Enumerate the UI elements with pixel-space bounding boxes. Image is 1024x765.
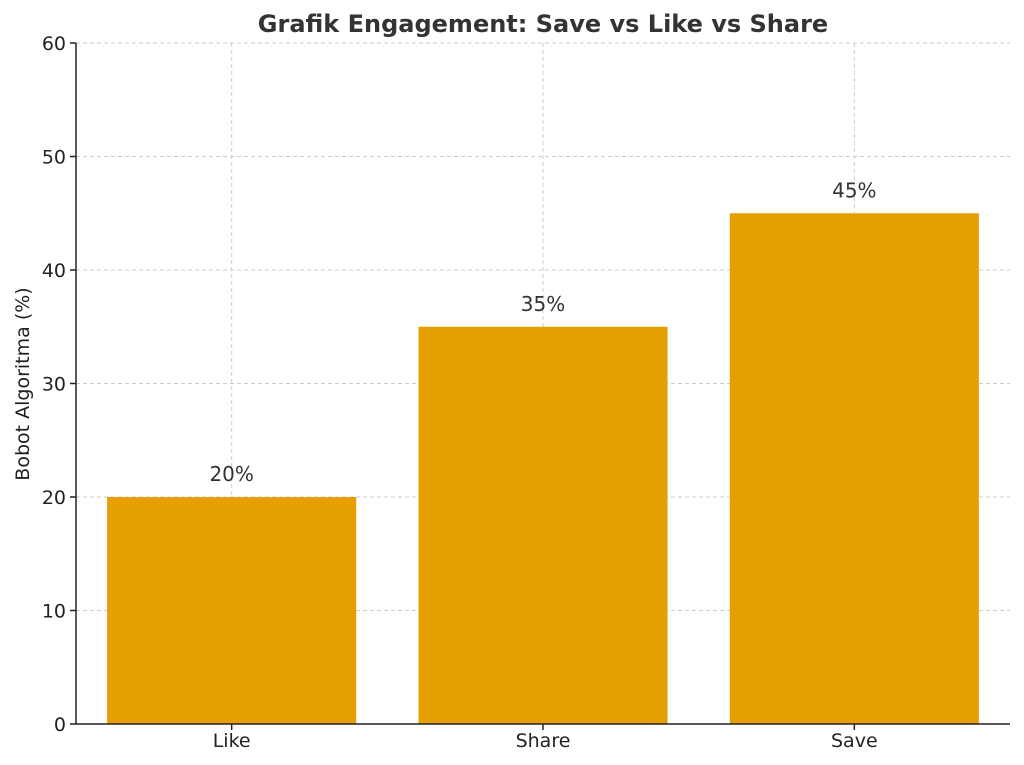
x-tick-label-save: Save <box>831 730 878 752</box>
y-tick-label: 20 <box>42 487 66 509</box>
x-tick-label-like: Like <box>213 730 251 752</box>
y-tick-label: 60 <box>42 33 66 55</box>
y-axis-ticks: 0 10 20 30 40 50 60 <box>42 33 76 736</box>
y-tick-label: 10 <box>42 601 66 623</box>
bar-share <box>418 326 668 724</box>
data-label-like: 20% <box>209 462 253 486</box>
x-tick-label-share: Share <box>516 730 571 752</box>
y-tick-label: 50 <box>42 147 66 169</box>
data-label-save: 45% <box>832 178 876 202</box>
bars <box>107 213 979 724</box>
bar-save <box>729 213 979 724</box>
y-tick-label: 30 <box>42 374 66 396</box>
y-tick-label: 0 <box>54 714 66 736</box>
y-axis-label: Bobot Algoritma (%) <box>12 287 34 480</box>
bar-like <box>107 497 357 724</box>
data-labels: 20% 35% 45% <box>209 178 876 486</box>
x-axis-ticks: Like Share Save <box>213 724 878 752</box>
chart-title: Grafik Engagement: Save vs Like vs Share <box>258 10 828 38</box>
y-tick-label: 40 <box>42 260 66 282</box>
data-label-share: 35% <box>521 292 565 316</box>
